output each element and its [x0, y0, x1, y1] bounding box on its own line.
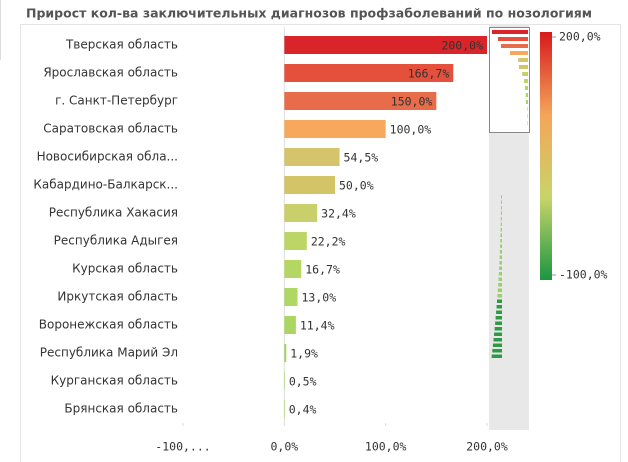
bar: [284, 176, 335, 194]
category-label: Саратовская область: [43, 122, 178, 136]
x-tick-label: 100,0%: [365, 440, 407, 454]
bar: [284, 316, 296, 334]
bar: [284, 288, 298, 306]
mini-bar: [500, 206, 502, 210]
value-label: 150,0%: [391, 95, 433, 109]
value-label: 100,0%: [390, 123, 432, 137]
mini-bar: [500, 233, 502, 237]
x-tick-label: -100,...: [155, 440, 210, 454]
mini-bar: [527, 107, 528, 111]
mini-bar: [500, 200, 502, 204]
category-label: Республика Хакасия: [49, 206, 178, 220]
mini-bar: [496, 299, 502, 303]
mini-bar: [495, 321, 502, 325]
category-label: Тверская область: [65, 38, 178, 52]
bar: [284, 64, 454, 82]
panel-border: [20, 24, 621, 462]
mini-bar: [522, 72, 528, 76]
category-label: Ярославская область: [43, 66, 178, 80]
mini-bar: [497, 294, 502, 298]
mini-bar: [492, 343, 502, 347]
value-label: 22,2%: [311, 235, 346, 249]
mini-bar: [500, 244, 502, 248]
value-label: 0,5%: [289, 375, 317, 389]
bar: [284, 344, 287, 362]
mini-bar: [497, 288, 502, 292]
value-label: 32,4%: [321, 207, 356, 221]
scroll-thumb[interactable]: [489, 27, 530, 133]
mini-bar: [499, 266, 502, 270]
category-label: Воронежская область: [39, 318, 178, 332]
mini-bar: [494, 327, 502, 331]
mini-bar: [525, 93, 528, 97]
category-label: Курская область: [72, 262, 178, 276]
bar: [284, 232, 307, 250]
mini-bar: [518, 58, 528, 62]
mini-bar: [496, 310, 502, 314]
mini-bar: [497, 37, 528, 41]
value-label: 54,5%: [344, 151, 379, 165]
category-label: Республика Марий Эл: [40, 346, 178, 360]
bar: [284, 204, 318, 222]
value-label: 200,0%: [441, 39, 483, 53]
value-label: 50,0%: [339, 179, 374, 193]
mini-bar: [500, 211, 502, 215]
mini-bar: [519, 65, 528, 69]
mini-bar: [524, 79, 528, 83]
bar: [284, 372, 285, 390]
mini-bar: [496, 305, 502, 309]
mini-bar: [501, 195, 502, 199]
x-tick-label: 0,0%: [270, 440, 298, 454]
category-label: Новосибирская обла...: [37, 150, 178, 164]
mini-bar: [498, 283, 502, 287]
mini-bar: [524, 86, 528, 90]
value-label: 1,9%: [290, 347, 318, 361]
mini-bar: [527, 114, 528, 118]
legend-label: 200,0%: [559, 30, 601, 44]
mini-bar: [493, 338, 502, 342]
value-label: 16,7%: [305, 263, 340, 277]
category-label: Иркутская область: [57, 290, 178, 304]
value-label: 11,4%: [300, 319, 335, 333]
category-label: Республика Адыгея: [54, 234, 178, 248]
mini-bar: [500, 222, 502, 226]
chart-title: Прирост кол-ва заключительных диагнозов …: [26, 6, 592, 21]
mini-bar: [501, 44, 528, 48]
bar: [284, 92, 437, 110]
color-legend-bar: [540, 32, 552, 280]
mini-bar: [510, 51, 528, 55]
mini-bar: [525, 100, 528, 104]
mini-bar: [500, 217, 502, 221]
category-label: Брянская область: [64, 402, 178, 416]
mini-bar: [498, 272, 502, 276]
x-tick-label: 200,0%: [466, 440, 508, 454]
mini-bar: [499, 250, 502, 254]
value-label: 166,7%: [408, 67, 450, 81]
bar: [284, 36, 487, 54]
mini-bar: [500, 228, 502, 232]
bar: [284, 400, 285, 418]
category-label: г. Санкт-Петербург: [55, 94, 178, 108]
mini-bar: [491, 354, 502, 358]
mini-bar: [495, 316, 502, 320]
category-label: Курганская область: [51, 374, 178, 388]
value-label: 13,0%: [302, 291, 337, 305]
mini-bar: [499, 255, 502, 259]
mini-overview: [491, 30, 528, 358]
mini-bar: [527, 121, 528, 125]
bar: [284, 260, 302, 278]
mini-bar: [492, 30, 528, 34]
mini-bar: [498, 277, 502, 281]
mini-bar: [494, 332, 502, 336]
bar: [284, 148, 340, 166]
bar: [284, 120, 386, 138]
mini-bar: [499, 261, 502, 265]
category-label: Кабардино-Балкарск...: [33, 178, 178, 192]
mini-bar: [500, 239, 502, 243]
legend-label: -100,0%: [559, 268, 608, 282]
mini-bar: [492, 349, 502, 353]
value-label: 0,4%: [289, 403, 317, 417]
